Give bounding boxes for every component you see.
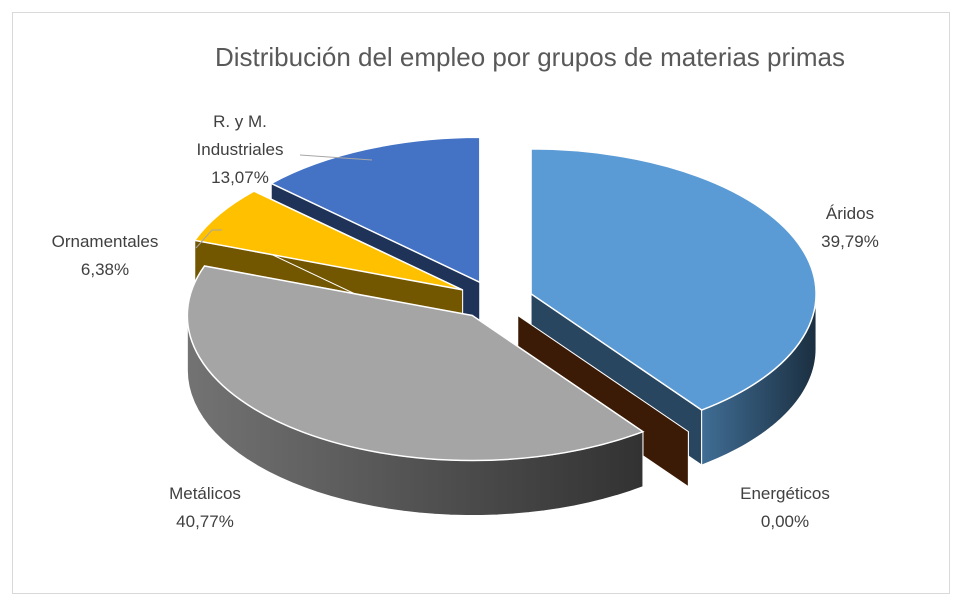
slice-top bbox=[530, 148, 817, 411]
data-label: Energéticos 0,00% bbox=[700, 480, 870, 536]
data-label: Metálicos 40,77% bbox=[120, 480, 290, 536]
label-value: 6,38% bbox=[80, 260, 130, 279]
label-name: Áridos bbox=[825, 204, 875, 223]
slice-top bbox=[193, 190, 463, 291]
leader-line bbox=[195, 229, 222, 249]
chart-title: Distribución del empleo por grupos de ma… bbox=[214, 42, 846, 72]
slice bbox=[186, 265, 645, 516]
slice-top bbox=[269, 136, 481, 284]
data-label: R. y M. Industriales 13,07% bbox=[180, 108, 300, 192]
slice-top bbox=[186, 265, 645, 462]
data-label: Ornamentales 6,38% bbox=[20, 228, 190, 284]
label-name: Metálicos bbox=[169, 484, 241, 503]
leader-line bbox=[299, 154, 373, 161]
label-value: 0,00% bbox=[760, 512, 810, 531]
label-name: Energéticos bbox=[740, 484, 830, 503]
label-value: 39,79% bbox=[821, 232, 879, 251]
label-name: R. y M. Industriales bbox=[196, 112, 284, 159]
label-name: Ornamentales bbox=[51, 232, 159, 251]
label-value: 13,07% bbox=[211, 168, 269, 187]
pie bbox=[186, 136, 817, 516]
label-value: 40,77% bbox=[176, 512, 234, 531]
data-label: Áridos 39,79% bbox=[765, 200, 935, 256]
